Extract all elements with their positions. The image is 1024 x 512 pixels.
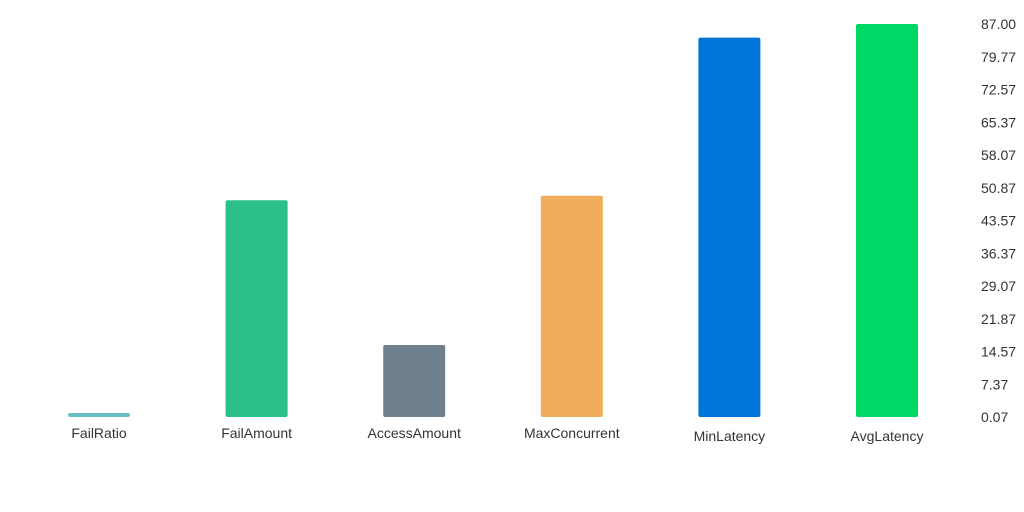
bar-accessamount[interactable] bbox=[383, 345, 446, 417]
bar-maxconcurrent[interactable] bbox=[540, 195, 603, 417]
x-tick-label-minlatency: MinLatency bbox=[694, 428, 766, 444]
bars-layer bbox=[68, 24, 918, 417]
y-tick-label: 87.00 bbox=[981, 16, 1016, 32]
bar-avglatency[interactable] bbox=[856, 24, 918, 417]
x-axis-labels: FailRatio FailAmount AccessAmount MaxConcur… bbox=[71, 425, 923, 444]
y-tick-label: 43.57 bbox=[981, 213, 1016, 229]
y-tick-label: 29.07 bbox=[981, 278, 1016, 294]
x-tick-label-failamount: FailAmount bbox=[221, 425, 292, 441]
x-tick-label-failratio: FailRatio bbox=[71, 425, 126, 441]
y-tick-label: 58.07 bbox=[981, 147, 1016, 163]
y-axis-tick-labels: 0.07 7.37 14.57 21.87 29.07 36.37 43.57 50.87 58… bbox=[981, 16, 1016, 425]
x-tick-label-maxconcurrent: MaxConcurrent bbox=[524, 425, 620, 441]
y-tick-label: 65.37 bbox=[981, 114, 1016, 130]
bar-failratio[interactable] bbox=[68, 413, 130, 417]
y-tick-label: 36.37 bbox=[981, 245, 1016, 261]
y-tick-label: 7.37 bbox=[981, 376, 1008, 392]
x-tick-label-avglatency: AvgLatency bbox=[851, 428, 924, 444]
y-tick-label: 21.87 bbox=[981, 311, 1016, 327]
bar-minlatency[interactable] bbox=[698, 37, 761, 417]
y-tick-label: 72.57 bbox=[981, 82, 1016, 98]
x-tick-label-accessamount: AccessAmount bbox=[368, 425, 461, 441]
y-tick-label: 50.87 bbox=[981, 180, 1016, 196]
y-tick-label: 0.07 bbox=[981, 409, 1008, 425]
bar-failamount[interactable] bbox=[225, 200, 288, 417]
y-tick-label: 79.77 bbox=[981, 49, 1016, 65]
y-tick-label: 14.57 bbox=[981, 344, 1016, 360]
